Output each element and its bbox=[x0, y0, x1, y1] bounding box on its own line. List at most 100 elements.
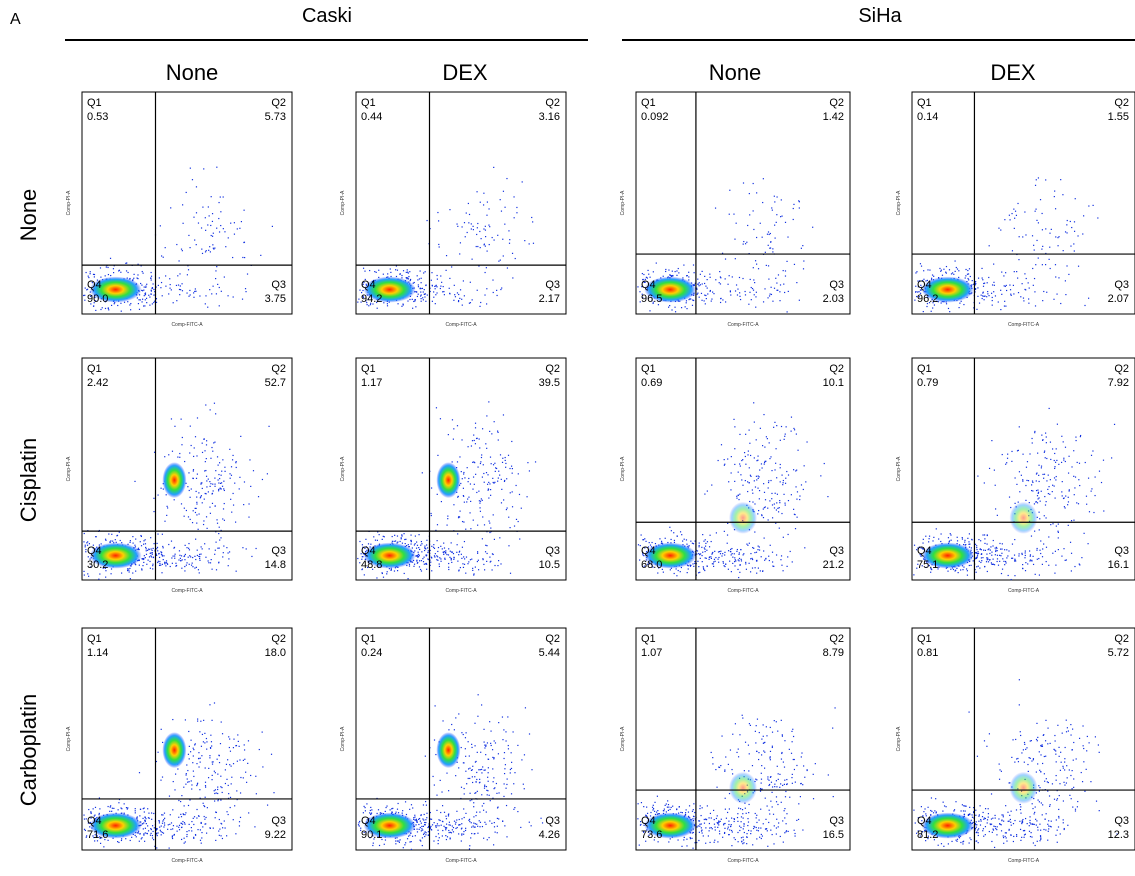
event-dot bbox=[410, 539, 412, 541]
event-dot bbox=[273, 792, 275, 794]
event-dot bbox=[165, 562, 167, 564]
event-dot bbox=[368, 305, 370, 307]
event-dot bbox=[195, 490, 197, 493]
event-dot bbox=[804, 547, 806, 549]
event-dot bbox=[419, 568, 422, 571]
event-dot bbox=[486, 552, 488, 555]
event-dot bbox=[961, 536, 963, 539]
event-dot bbox=[436, 292, 438, 294]
event-dot bbox=[1040, 540, 1042, 542]
event-dot bbox=[188, 549, 191, 551]
event-dot bbox=[235, 745, 237, 747]
event-dot bbox=[775, 277, 777, 279]
event-dot bbox=[689, 564, 691, 566]
event-dot bbox=[418, 547, 420, 549]
event-dot bbox=[484, 229, 487, 231]
event-dot bbox=[794, 528, 797, 530]
event-dot bbox=[1006, 457, 1009, 459]
event-dot bbox=[1025, 562, 1027, 564]
event-dot bbox=[779, 467, 781, 469]
event-dot bbox=[192, 770, 194, 772]
event-dot bbox=[644, 281, 646, 283]
event-dot bbox=[1034, 430, 1036, 433]
event-dot bbox=[467, 741, 469, 743]
event-dot bbox=[374, 270, 376, 273]
event-dot bbox=[393, 540, 395, 542]
event-dot bbox=[373, 838, 375, 840]
event-dot bbox=[931, 277, 933, 279]
event-dot bbox=[926, 305, 928, 308]
event-dot bbox=[1009, 289, 1012, 291]
event-dot bbox=[1017, 202, 1019, 205]
event-dot bbox=[485, 472, 488, 474]
event-dot bbox=[487, 776, 489, 778]
event-dot bbox=[425, 554, 427, 556]
event-dot bbox=[221, 470, 223, 472]
event-dot bbox=[977, 287, 979, 289]
event-dot bbox=[181, 250, 183, 252]
event-dot bbox=[402, 303, 404, 305]
event-dot bbox=[1007, 453, 1009, 455]
event-dot bbox=[153, 497, 155, 499]
event-dot bbox=[117, 841, 119, 843]
event-dot bbox=[468, 477, 470, 480]
event-dot bbox=[955, 569, 957, 571]
event-dot bbox=[191, 522, 194, 524]
event-dot bbox=[1061, 495, 1063, 497]
event-dot bbox=[786, 565, 788, 567]
event-dot bbox=[415, 306, 417, 308]
event-dot bbox=[180, 826, 183, 829]
event-dot bbox=[1035, 501, 1037, 503]
event-dot bbox=[461, 732, 463, 734]
event-dot bbox=[976, 557, 978, 559]
event-dot bbox=[424, 547, 426, 549]
event-dot bbox=[390, 569, 392, 571]
quadrant-percent: 39.5 bbox=[539, 377, 560, 389]
event-dot bbox=[1057, 237, 1059, 239]
event-dot bbox=[204, 303, 206, 305]
event-dot bbox=[404, 538, 406, 541]
event-dot bbox=[505, 462, 507, 465]
event-dot bbox=[437, 220, 440, 222]
event-dot bbox=[1004, 219, 1006, 221]
event-dot bbox=[713, 565, 715, 567]
event-dot bbox=[1013, 271, 1015, 273]
event-dot bbox=[984, 538, 986, 540]
event-dot bbox=[956, 268, 959, 270]
event-dot bbox=[486, 560, 488, 563]
event-dot bbox=[503, 480, 506, 483]
event-dot bbox=[446, 524, 448, 526]
event-dot bbox=[222, 196, 224, 198]
event-dot bbox=[724, 278, 726, 280]
quadrant-name: Q4 bbox=[361, 545, 376, 557]
event-dot bbox=[204, 781, 207, 783]
event-dot bbox=[199, 731, 201, 733]
event-dot bbox=[921, 279, 924, 282]
event-dot bbox=[1056, 293, 1058, 295]
event-dot bbox=[977, 277, 980, 279]
event-dot bbox=[235, 462, 237, 464]
event-dot bbox=[395, 275, 398, 278]
event-dot bbox=[103, 846, 105, 848]
event-dot bbox=[219, 828, 221, 830]
event-dot bbox=[416, 831, 419, 833]
event-dot bbox=[519, 538, 521, 540]
event-dot bbox=[463, 540, 466, 543]
event-dot bbox=[430, 512, 432, 515]
event-dot bbox=[501, 488, 503, 490]
event-dot bbox=[431, 285, 433, 287]
event-dot bbox=[200, 553, 202, 555]
event-dot bbox=[369, 546, 371, 548]
event-dot bbox=[971, 539, 973, 541]
event-dot bbox=[418, 534, 420, 536]
event-dot bbox=[188, 781, 190, 783]
event-dot bbox=[143, 555, 145, 557]
event-dot bbox=[220, 482, 223, 484]
event-dot bbox=[447, 554, 450, 556]
event-dot bbox=[513, 808, 515, 810]
event-dot bbox=[686, 275, 688, 277]
event-dot bbox=[109, 810, 111, 812]
event-dot bbox=[917, 291, 919, 293]
event-dot bbox=[479, 447, 481, 449]
event-dot bbox=[805, 481, 807, 483]
